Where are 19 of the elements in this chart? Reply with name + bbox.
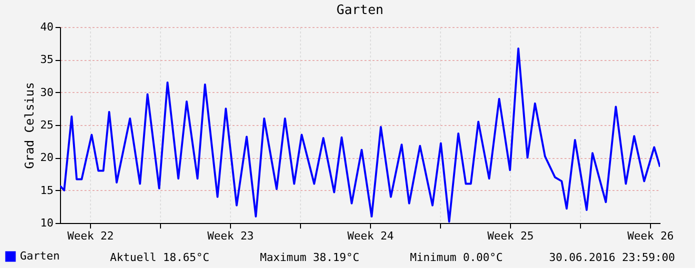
x-tick-label: Week 26 — [627, 230, 674, 242]
y-tick-label: 40 — [40, 20, 54, 34]
y-tick-label: 30 — [40, 86, 54, 99]
text: 30.06.2016 23:59:00 — [549, 251, 675, 264]
text: Minimum 0.00°C — [410, 251, 503, 264]
legend-label: Garten — [20, 250, 60, 262]
y-tick-label: 10 — [40, 216, 54, 230]
text: Maximum 38.19°C — [260, 251, 360, 264]
x-tick-label: Week 22 — [67, 230, 114, 242]
y-tick-label: 20 — [40, 151, 54, 164]
x-tick-label: Week 25 — [487, 230, 534, 242]
text: Aktuell 18.65°C — [110, 251, 210, 264]
y-tick-label: 25 — [40, 118, 54, 132]
y-axis-title: Grad Celsius — [22, 82, 36, 169]
x-tick-label: Week 24 — [347, 230, 394, 242]
y-tick-label: 35 — [40, 53, 54, 66]
chart-title: Garten — [336, 3, 384, 18]
y-tick-label: 15 — [40, 184, 54, 197]
x-tick-label: Week 23 — [207, 230, 254, 242]
